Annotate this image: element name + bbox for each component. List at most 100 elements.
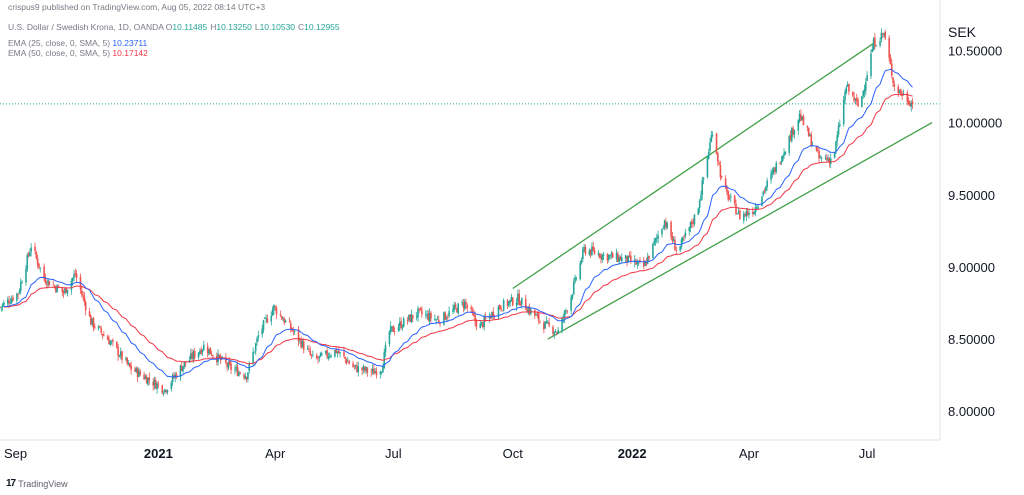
- candle-body: [36, 258, 39, 265]
- candle-body: [35, 252, 38, 258]
- candle-body: [707, 152, 710, 159]
- candle-body: [99, 326, 101, 328]
- candle-body: [855, 98, 858, 101]
- candle-body: [737, 211, 740, 214]
- price-axis[interactable]: 8.00000 8.50000 9.00000 9.50000 10.00000 10.5…: [948, 43, 1002, 419]
- candle-body: [261, 328, 264, 335]
- candle-body: [739, 210, 741, 220]
- ema25-label: EMA (25, close, 0, SMA, 5): [8, 38, 111, 48]
- candle-body: [524, 298, 527, 310]
- candle-body: [671, 236, 674, 242]
- candle-body: [491, 312, 493, 318]
- candle-body: [288, 321, 291, 323]
- candle-body: [718, 162, 720, 165]
- candle-body: [353, 365, 356, 367]
- candle-body: [453, 305, 456, 310]
- candle-body: [502, 300, 505, 311]
- candle-body: [911, 101, 914, 104]
- candle-body: [319, 352, 322, 357]
- candle-body: [245, 377, 248, 380]
- candle-body: [375, 371, 378, 376]
- candle-body: [398, 321, 401, 327]
- y-tick-label: 9.00000: [948, 260, 995, 275]
- candle-body: [744, 214, 746, 216]
- candle-body: [620, 257, 623, 262]
- candle-body: [73, 274, 75, 278]
- candle-body: [397, 327, 400, 331]
- candle-body: [121, 351, 123, 360]
- candle-body: [662, 228, 665, 230]
- ema50-legend[interactable]: EMA (50, close, 0, SMA, 5) 10.17142: [8, 48, 150, 58]
- candle-body: [310, 354, 313, 356]
- candle-body: [683, 236, 685, 238]
- candle-body: [100, 327, 103, 333]
- candle-body: [202, 344, 205, 351]
- candle-body: [848, 83, 850, 92]
- candle-body: [139, 371, 141, 375]
- candle-body: [566, 310, 569, 312]
- candle-body: [415, 316, 418, 318]
- candle-body: [210, 353, 213, 356]
- candle-body: [199, 350, 201, 354]
- candle-body: [779, 163, 781, 165]
- candle-body: [409, 314, 411, 322]
- candle-body: [727, 191, 730, 200]
- candle-body: [389, 325, 392, 332]
- candle-body: [38, 263, 40, 268]
- candle-body: [720, 176, 723, 178]
- candle-body: [857, 99, 859, 107]
- candle-body: [6, 299, 9, 304]
- candle-body: [575, 278, 578, 279]
- candle-body: [16, 293, 18, 301]
- candle-body: [71, 277, 74, 282]
- candle-body: [445, 318, 448, 320]
- candle-body: [675, 250, 678, 251]
- candle-body: [508, 301, 510, 306]
- candle-body: [852, 91, 854, 96]
- time-axis[interactable]: Sep 2021 Apr Jul Oct 2022 Apr Jul: [4, 446, 876, 461]
- candle-body: [262, 320, 265, 330]
- candle-body: [580, 260, 583, 263]
- candle-body: [909, 103, 911, 107]
- candle-body: [439, 323, 441, 325]
- candle-body: [617, 253, 619, 262]
- candle-body: [819, 156, 822, 158]
- candle-body: [327, 356, 330, 359]
- candle-body: [325, 350, 327, 354]
- candle-body: [527, 308, 530, 314]
- candle-body: [783, 152, 785, 156]
- candle-body: [845, 87, 848, 93]
- candle-body: [837, 126, 840, 135]
- candle-body: [366, 368, 369, 373]
- candle-body: [180, 365, 183, 371]
- candle-body: [191, 353, 193, 359]
- candle-body: [800, 114, 802, 121]
- candle-body: [702, 177, 705, 180]
- candle-body: [528, 306, 531, 314]
- candle-body: [166, 389, 169, 393]
- candle-body: [797, 119, 800, 131]
- x-tick-label: Apr: [265, 446, 286, 461]
- tradingview-logo[interactable]: 17 TradingView: [6, 478, 68, 489]
- candle-body: [761, 196, 763, 206]
- candle-body: [247, 372, 249, 380]
- candle-body: [238, 372, 240, 376]
- candle-body: [688, 227, 691, 232]
- candle-body: [427, 314, 430, 321]
- candle-body: [897, 86, 900, 94]
- candle-body: [75, 273, 78, 279]
- candle-body: [373, 368, 375, 375]
- candle-body: [44, 278, 47, 284]
- candle-body: [452, 309, 454, 313]
- candle-body: [418, 308, 421, 310]
- candle-body: [91, 318, 93, 325]
- candle-body: [853, 96, 855, 102]
- candle-body: [600, 256, 602, 259]
- ema25-legend[interactable]: EMA (25, close, 0, SMA, 5) 10.23711: [8, 38, 149, 48]
- candle-body: [171, 375, 174, 383]
- candle-body: [670, 222, 672, 237]
- candle-body: [646, 256, 649, 264]
- candle-body: [388, 331, 391, 345]
- candle-body: [26, 254, 29, 270]
